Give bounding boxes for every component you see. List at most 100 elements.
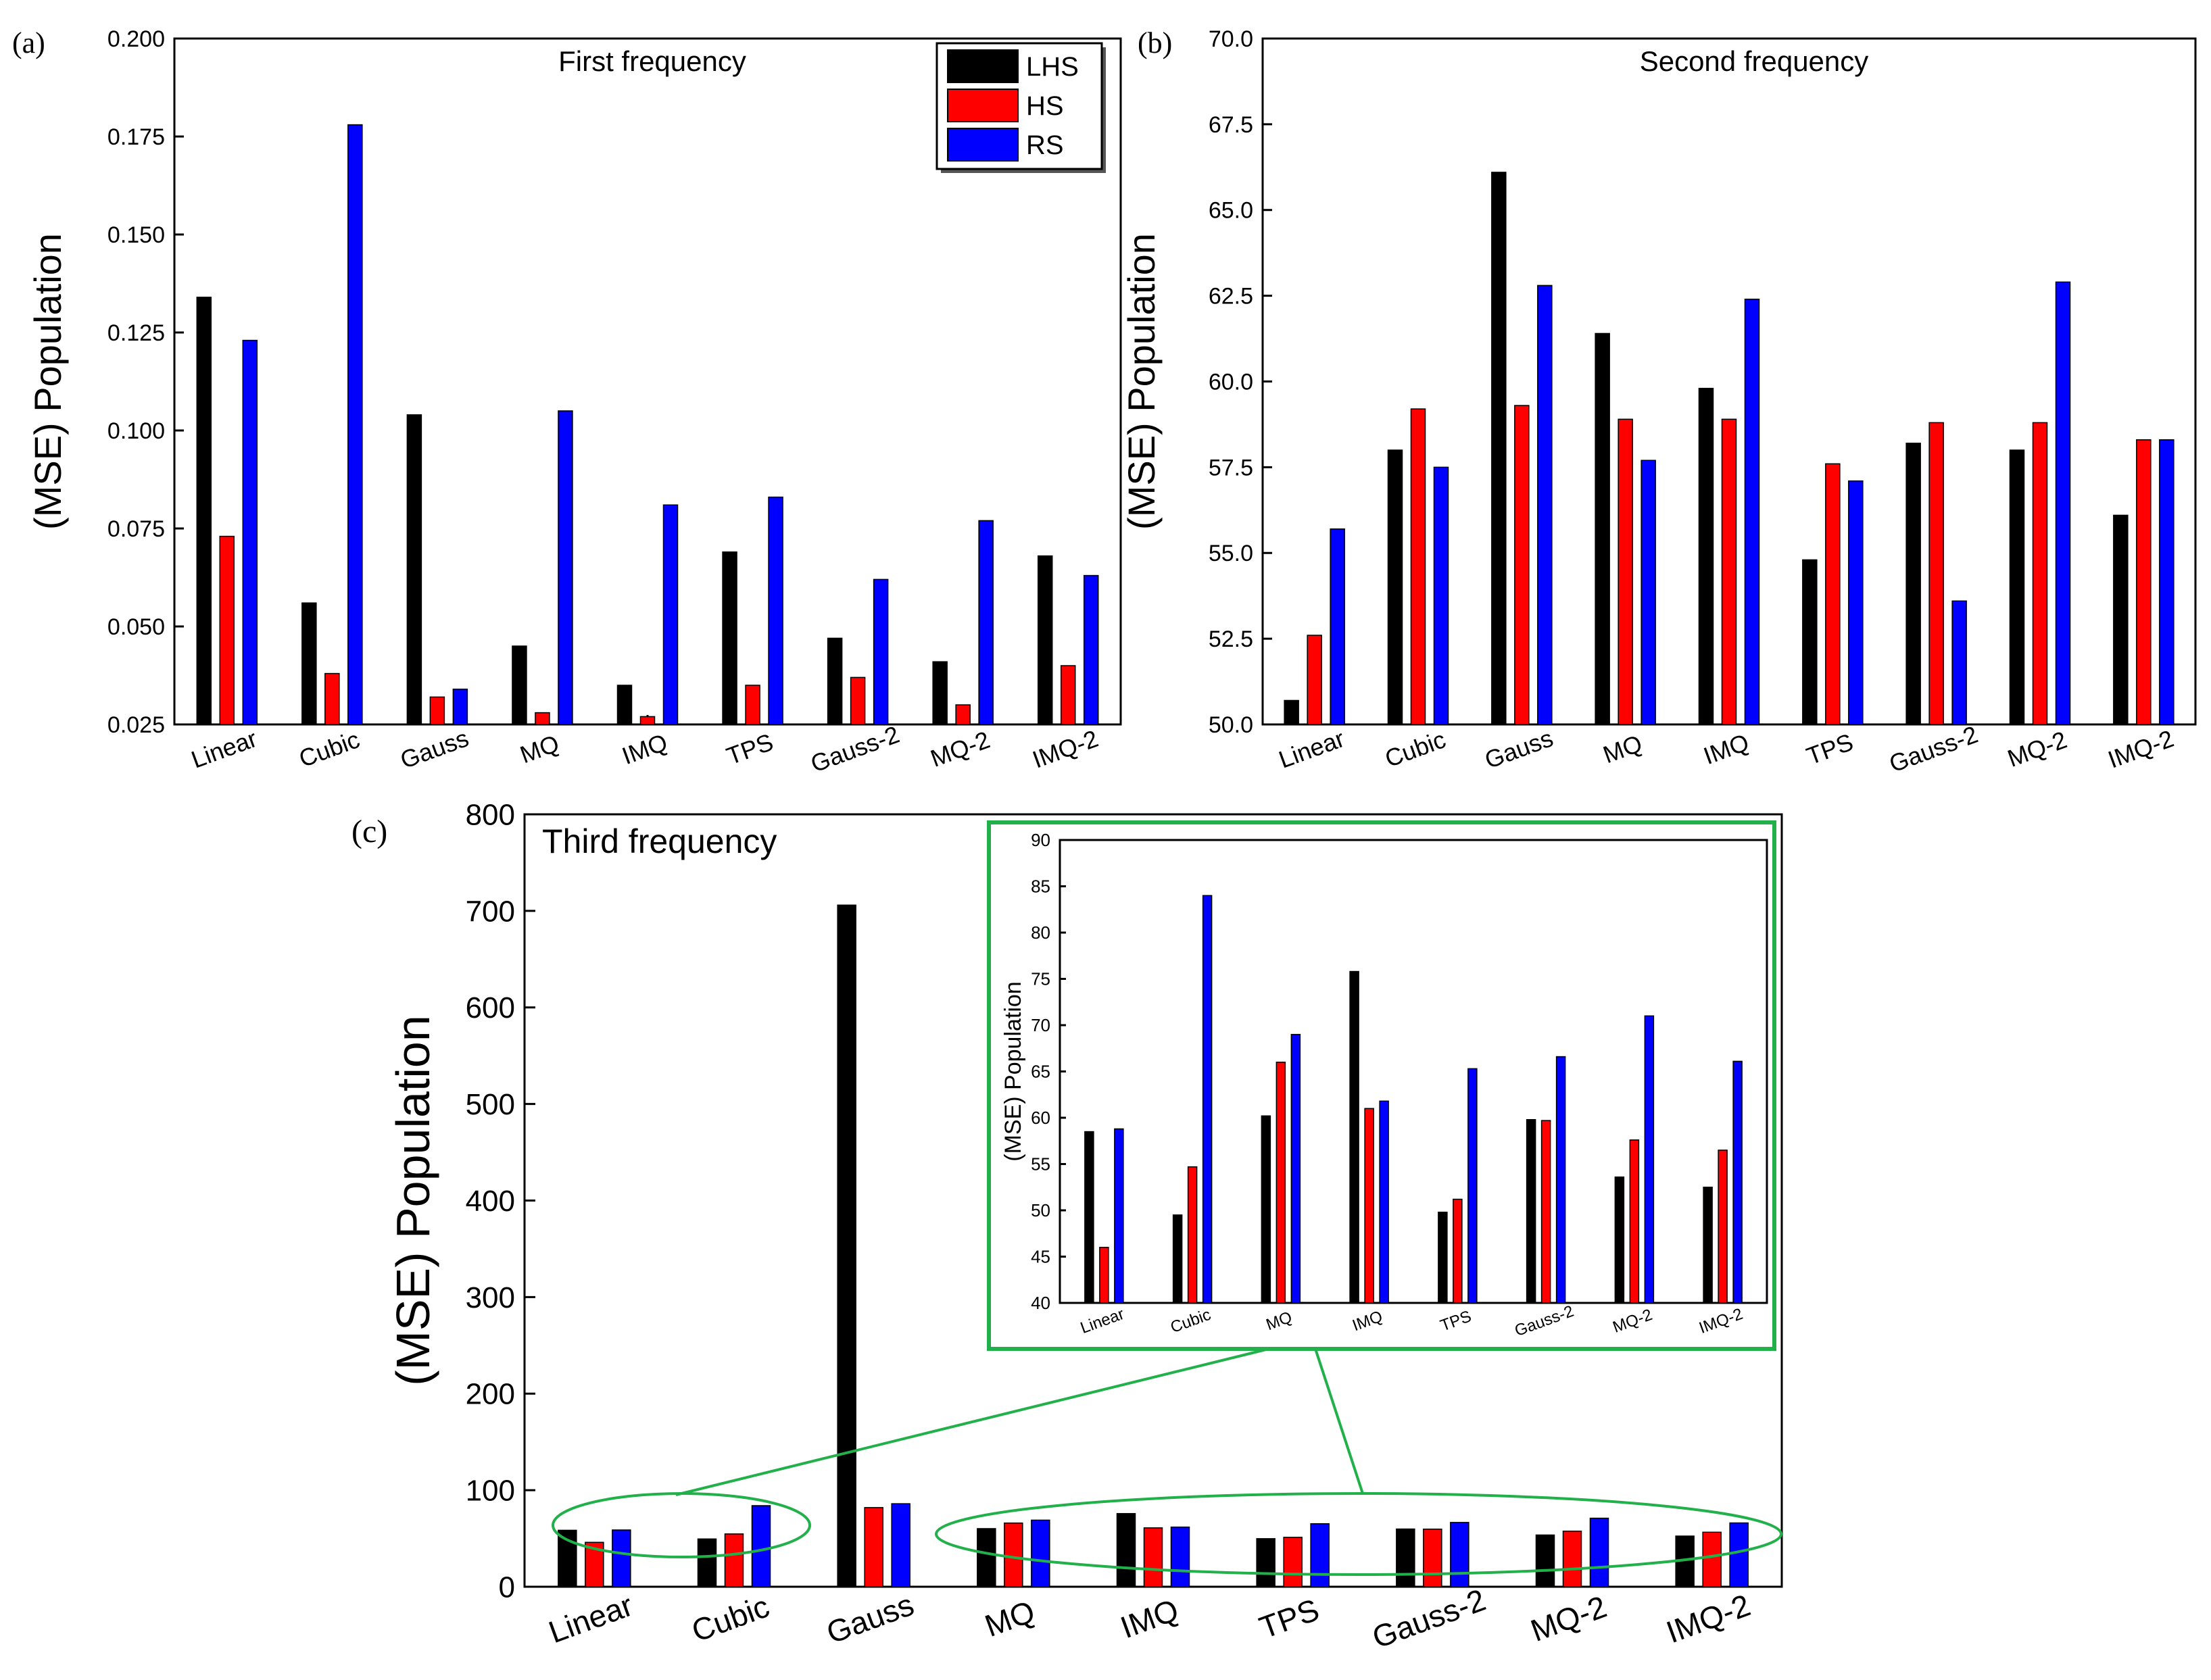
bar-lhs	[512, 645, 527, 725]
y-tick-label: 90	[1031, 830, 1050, 850]
bar-rs	[891, 1503, 910, 1587]
y-tick-label: 0.050	[107, 614, 165, 640]
x-tick-label: Gauss	[1481, 724, 1557, 774]
bar-rs	[978, 520, 994, 725]
bar-rs	[1537, 285, 1553, 725]
bar-lhs	[1698, 387, 1714, 725]
y-tick-label: 0.125	[107, 320, 165, 346]
y-tick-label: 60.0	[1209, 369, 1253, 395]
bar-lhs	[1116, 1512, 1136, 1587]
bar-hs	[1364, 1108, 1374, 1304]
bar-hs	[1540, 1120, 1551, 1304]
bar-rs	[768, 496, 783, 725]
bar-rs	[1379, 1100, 1389, 1304]
bar-lhs	[2009, 449, 2025, 725]
bar-lhs	[827, 637, 843, 725]
bar-rs	[1330, 528, 1345, 725]
y-tick-label: 67.5	[1209, 112, 1253, 138]
bar-hs	[1307, 635, 1322, 725]
y-tick-label: 55	[1031, 1154, 1050, 1175]
bar-rs	[612, 1529, 631, 1587]
bar-lhs	[1037, 555, 1053, 725]
chart-b: 50.0 52.5 55.0 57.5 60.0 62.5 65.0 67.5 70.0 (MSE…	[1120, 26, 2197, 778]
bar-lhs	[722, 551, 737, 725]
bar-hs	[1275, 1062, 1286, 1304]
bar-rs	[1744, 298, 1760, 725]
bar-rs	[347, 124, 363, 725]
x-tick-label: Gauss-2	[1885, 720, 1981, 778]
y-axis-label: (MSE) Population	[26, 233, 69, 530]
bar-lhs	[1387, 449, 1403, 725]
y-tick-label: 100	[466, 1475, 515, 1508]
bar-hs	[1618, 418, 1633, 725]
bar-lhs	[1172, 1214, 1183, 1304]
bar-hs	[535, 712, 550, 725]
legend: LHS HS RS	[936, 42, 1106, 173]
bar-lhs	[1535, 1534, 1555, 1587]
y-axis-label: (MSE) Population	[1000, 981, 1026, 1161]
x-tick-label: Gauss-2	[807, 720, 903, 778]
y-tick-label: 65	[1031, 1062, 1050, 1082]
bar-hs	[1721, 418, 1737, 725]
bar-hs	[1825, 463, 1841, 725]
y-tick-label: 200	[466, 1378, 515, 1411]
x-tick-label: MQ	[980, 1593, 1039, 1644]
zoom-ellipse-left	[552, 1492, 811, 1558]
bar-hs	[1143, 1527, 1163, 1587]
bar-rs	[1467, 1068, 1478, 1304]
bar-rs	[662, 504, 679, 725]
bar-hs	[1562, 1530, 1582, 1587]
bar-rs	[1555, 1056, 1566, 1304]
bar-lhs	[1261, 1115, 1271, 1304]
x-tick-label: Linear	[544, 1587, 637, 1650]
x-tick-label: Cubic	[295, 725, 364, 772]
legend-swatch-rs	[947, 128, 1019, 162]
x-tick-label: IMQ	[1116, 1592, 1183, 1646]
y-tick-label: 400	[466, 1185, 515, 1218]
x-tick-label: Gauss-2	[1367, 1582, 1490, 1655]
bar-hs	[1410, 408, 1426, 725]
bar-lhs	[1595, 332, 1610, 725]
zoom-connector-left	[675, 1348, 1269, 1496]
bar-lhs	[406, 414, 422, 725]
y-tick-label: 60	[1031, 1108, 1050, 1128]
bar-lhs	[697, 1538, 717, 1587]
bar-hs	[1718, 1150, 1728, 1304]
y-tick-label: 70.0	[1209, 26, 1253, 52]
x-tick-label: Cubic	[1381, 725, 1449, 772]
y-tick-label: 700	[466, 895, 515, 928]
bar-hs	[429, 696, 445, 725]
x-tick-label: TPS	[1255, 1591, 1323, 1645]
legend-label-hs: HS	[1026, 91, 1064, 121]
x-tick-label: IMQ	[1700, 728, 1753, 770]
panel-label: (b)	[1138, 26, 1172, 59]
y-tick-label: 40	[1031, 1293, 1050, 1313]
bar-lhs	[1084, 1131, 1094, 1304]
y-tick-label: 70	[1031, 1015, 1050, 1035]
y-tick-label: 0.150	[107, 222, 165, 248]
x-tick-label: TPS	[1803, 728, 1857, 770]
x-tick-label: Gauss	[822, 1587, 919, 1650]
bar-hs	[745, 685, 760, 725]
bar-hs	[864, 1507, 883, 1587]
bar-lhs	[1284, 699, 1299, 725]
bar-lhs	[1703, 1187, 1713, 1304]
y-tick-label: 62.5	[1209, 284, 1253, 310]
x-tick-label: IMQ	[618, 728, 671, 770]
bar-hs	[1453, 1198, 1463, 1304]
y-tick-label: 57.5	[1209, 455, 1253, 480]
bar-rs	[2055, 281, 2071, 725]
y-axis-label: (MSE) Population	[1120, 233, 1163, 530]
bar-rs	[1310, 1523, 1330, 1587]
legend-label-lhs: LHS	[1026, 52, 1079, 82]
panel-label: (a)	[12, 26, 45, 59]
bar-rs	[1729, 1522, 1749, 1587]
y-tick-label: 75	[1031, 969, 1050, 989]
x-tick-label: TPS	[723, 728, 777, 770]
bar-rs	[242, 339, 258, 725]
panel-label: (c)	[351, 814, 387, 849]
legend-swatch-hs	[947, 89, 1019, 122]
x-tick-label: Linear	[1275, 724, 1348, 774]
legend-label-rs: RS	[1026, 130, 1064, 160]
y-tick-label: 80	[1031, 922, 1050, 943]
